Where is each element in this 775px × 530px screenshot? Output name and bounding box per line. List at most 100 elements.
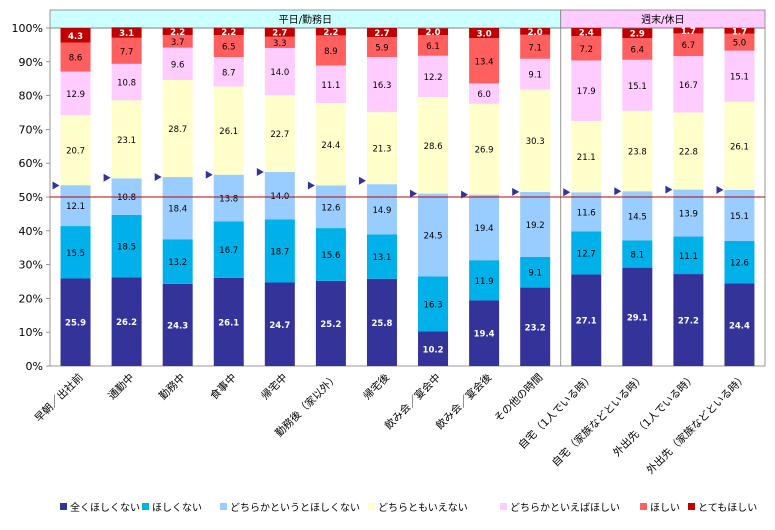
marker-triangle [563, 188, 571, 197]
data-label: 7.7 [120, 47, 134, 57]
category-label: 早朝／出社前 [32, 371, 86, 425]
marker-triangle [665, 185, 673, 194]
bar-segment [315, 280, 346, 366]
data-label: 26.9 [475, 146, 494, 156]
bar-segment [520, 256, 551, 288]
data-label: 24.3 [167, 321, 188, 331]
bar-segment [366, 37, 397, 58]
data-label: 27.1 [576, 317, 597, 327]
bar-segment [622, 28, 653, 39]
bar-segment [673, 56, 704, 113]
bar-segment [264, 95, 295, 172]
data-label: 24.4 [321, 141, 340, 151]
category-label: 外出先（家族などといる時） [644, 371, 750, 477]
bar-segment [264, 36, 295, 48]
legend-swatch [500, 502, 507, 510]
data-label: 24.5 [424, 232, 443, 242]
category-label: 通勤中 [105, 371, 136, 402]
bar-segment [315, 228, 346, 281]
data-label: 20.7 [66, 147, 85, 157]
bar-segment [469, 103, 500, 195]
data-label: 23.2 [525, 323, 546, 333]
bar-segment [418, 331, 449, 366]
legend: 全くほしくない ほしくない どちらかというとほしくない どちらともいえない どちらかとい… [60, 498, 760, 516]
y-tick-label: 0% [26, 360, 43, 373]
data-label: 9.6 [171, 60, 185, 70]
data-label: 9.1 [528, 71, 542, 81]
data-label: 13.4 [475, 57, 494, 67]
legend-swatch [220, 502, 227, 510]
bar-segment [366, 112, 397, 185]
bar-segment [724, 33, 755, 51]
data-label: 30.3 [526, 137, 545, 147]
bar-segment [418, 35, 449, 56]
data-label: 26.1 [730, 142, 749, 152]
data-label: 12.1 [66, 202, 85, 212]
marker-triangle [461, 190, 469, 199]
bar-segment [366, 278, 397, 366]
marker-triangle [512, 187, 520, 196]
legend-item: どちらかというとほしくない [220, 498, 360, 514]
y-tick-label: 60% [19, 157, 43, 170]
data-label: 19.4 [475, 224, 494, 234]
bar-segment [571, 36, 602, 61]
bar-segment [162, 80, 193, 178]
marker-triangle [614, 187, 622, 196]
bar-segment [622, 240, 653, 268]
bar-segment [418, 55, 449, 97]
bar-segment [571, 28, 602, 37]
bar-segment [520, 89, 551, 192]
data-label: 7.2 [579, 45, 593, 55]
marker-triangle [358, 176, 366, 185]
marker-triangle [205, 170, 213, 179]
bar-segment [469, 194, 500, 261]
data-label: 15.6 [321, 251, 340, 261]
data-label: 12.2 [424, 73, 443, 83]
data-label: 1.7 [732, 27, 747, 37]
bar-segment [213, 86, 244, 175]
data-label: 13.9 [679, 210, 698, 220]
data-label: 8.1 [631, 250, 645, 260]
bar-segment [520, 287, 551, 366]
legend-swatch [60, 502, 67, 510]
bar-segment [60, 226, 91, 279]
data-label: 4.3 [68, 32, 83, 42]
data-label: 18.5 [117, 243, 136, 253]
data-label: 14.5 [628, 212, 647, 222]
data-label: 12.6 [321, 203, 340, 213]
bar-segment [264, 219, 295, 283]
bar-segment [60, 115, 91, 186]
bar-segment [315, 28, 346, 36]
bar-segment [162, 27, 193, 36]
data-label: 24.4 [729, 321, 750, 331]
bar-segment [111, 277, 142, 366]
category-label: その他の時間 [492, 371, 546, 425]
bar-segment [469, 300, 500, 366]
data-label: 11.1 [321, 81, 340, 91]
bar-segment [60, 278, 91, 366]
bar-segment [622, 59, 653, 111]
data-label: 26.1 [218, 318, 239, 328]
data-label: 28.6 [424, 142, 443, 152]
data-label: 13.1 [372, 253, 391, 263]
bar-segment [162, 177, 193, 240]
data-label: 2.2 [323, 28, 338, 38]
bar-segment [418, 28, 449, 36]
bar-segment [111, 100, 142, 179]
legend-item: ほしい [640, 498, 680, 514]
bar-segment [418, 96, 449, 194]
data-label: 3.7 [171, 38, 185, 48]
legend-item: どちらともいえない [368, 498, 468, 514]
bar-segment [162, 283, 193, 366]
data-label: 15.1 [730, 73, 749, 83]
legend-label: ほしくない [152, 502, 202, 514]
data-label: 27.2 [678, 317, 699, 327]
data-label: 25.2 [320, 320, 341, 330]
category-label: 食事中 [207, 371, 238, 402]
bar-segment [315, 185, 346, 229]
bar-segment [418, 193, 449, 277]
bar-segment [315, 65, 346, 104]
bar-segment [622, 38, 653, 60]
data-label: 15.1 [628, 82, 647, 92]
